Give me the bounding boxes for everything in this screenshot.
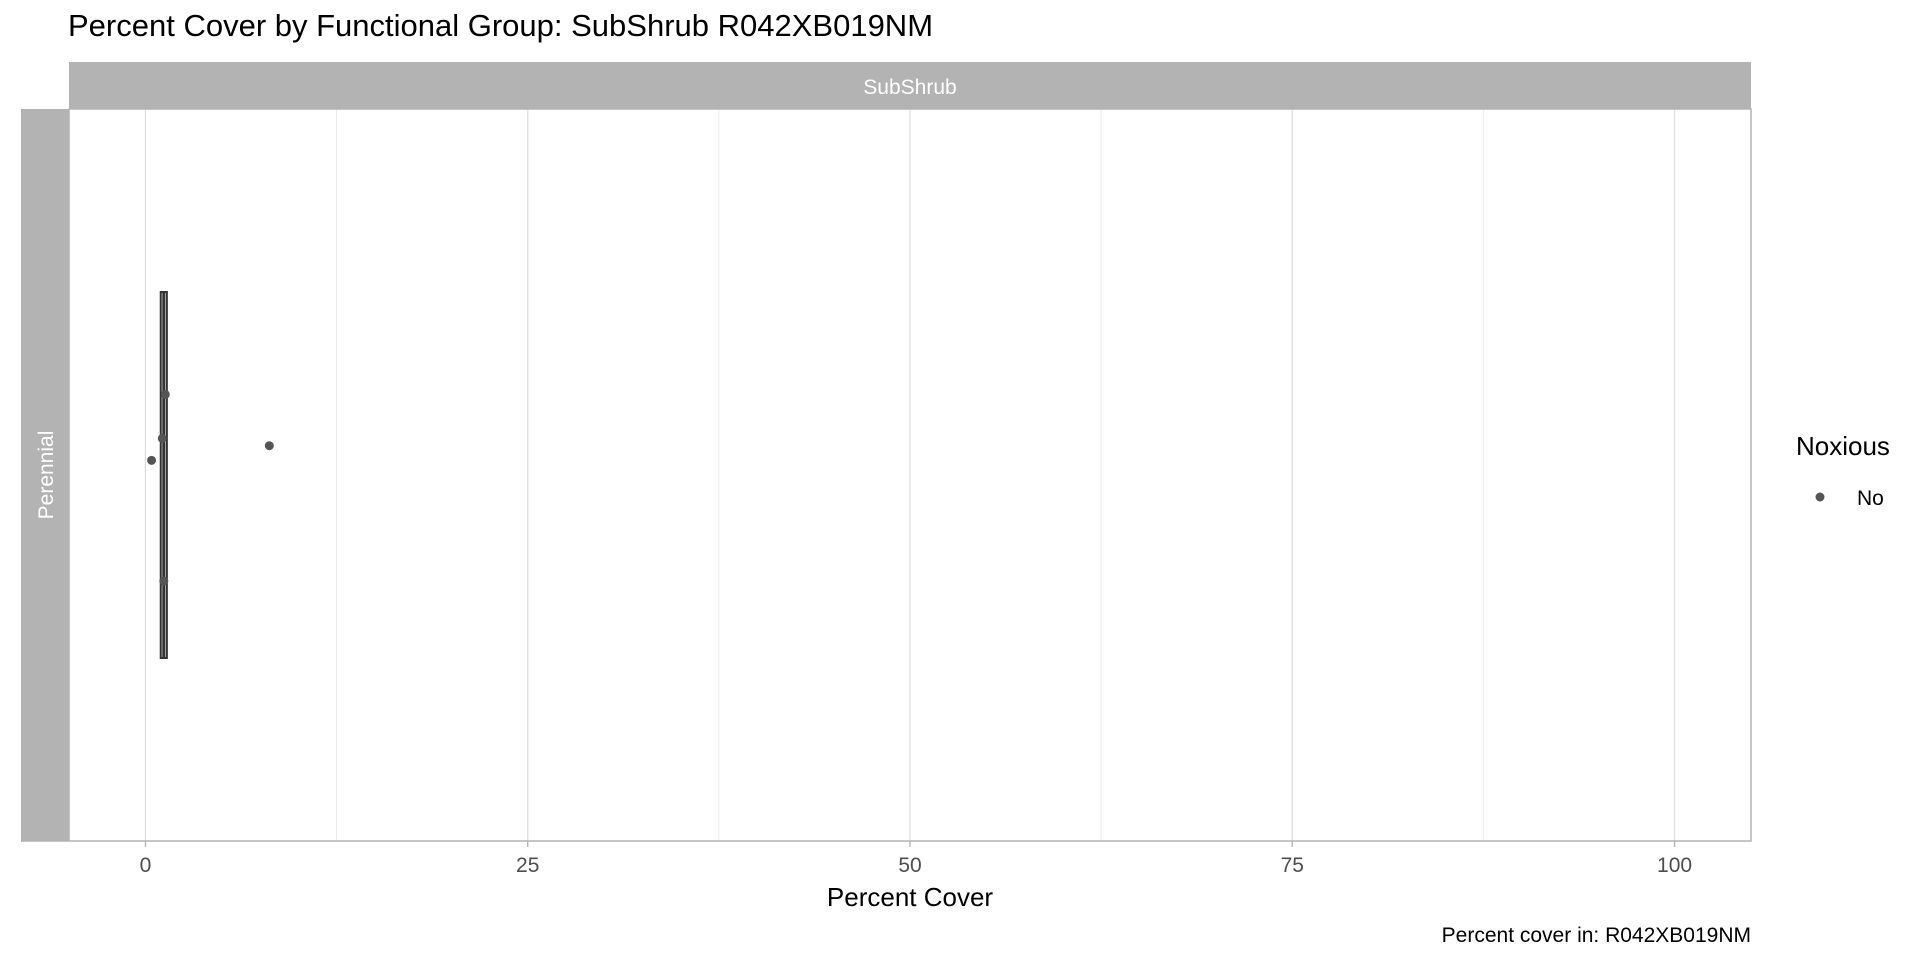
x-tick-label-4: 100: [1657, 854, 1692, 877]
x-tick-label-3: 75: [1281, 854, 1304, 877]
data-points: [147, 389, 274, 586]
data-point-0: [147, 455, 157, 465]
x-axis-title: Percent Cover: [827, 882, 994, 912]
facet-strip-side: [21, 109, 69, 841]
legend-title: Noxious: [1796, 431, 1890, 461]
x-axis: 0 25 50 75 100: [140, 841, 1692, 877]
chart-caption: Percent cover in: R042XB019NM: [1441, 924, 1751, 947]
grid-lines: [144, 109, 1676, 841]
legend-key-no: [1815, 492, 1825, 502]
data-point-4: [264, 441, 274, 451]
legend-label-no: No: [1857, 487, 1884, 510]
facet-strip-top: [69, 62, 1751, 109]
x-tick-label-0: 0: [140, 854, 152, 877]
chart-title: Percent Cover by Functional Group: SubSh…: [68, 8, 934, 43]
data-point-3: [160, 389, 170, 399]
boxplot: [159, 291, 168, 659]
facet-label-column: SubShrub: [863, 76, 956, 99]
x-tick-label-1: 25: [516, 854, 539, 877]
data-point-1: [157, 433, 167, 443]
x-tick-label-2: 50: [898, 854, 921, 877]
data-point-2: [159, 576, 169, 586]
facet-label-row: Perennial: [35, 431, 58, 520]
